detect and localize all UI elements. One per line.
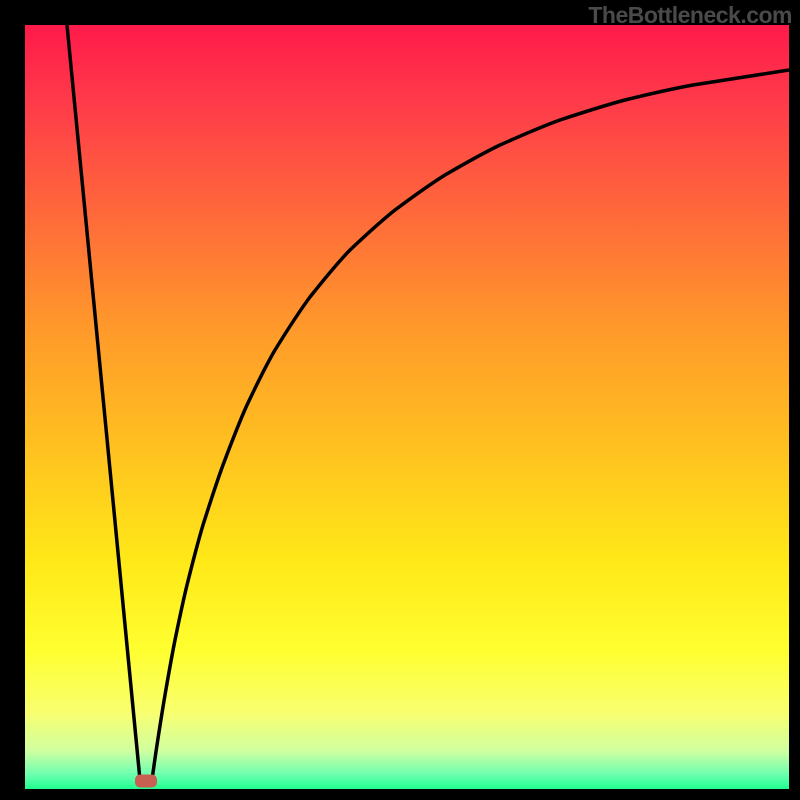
plot-area <box>25 25 789 789</box>
chart-container: TheBottleneck.com <box>0 0 800 800</box>
curve-left-branch <box>67 25 140 780</box>
curve-right-branch <box>152 70 789 780</box>
optimum-marker <box>135 775 157 788</box>
watermark-text: TheBottleneck.com <box>588 2 792 29</box>
bottleneck-curve <box>25 25 789 789</box>
